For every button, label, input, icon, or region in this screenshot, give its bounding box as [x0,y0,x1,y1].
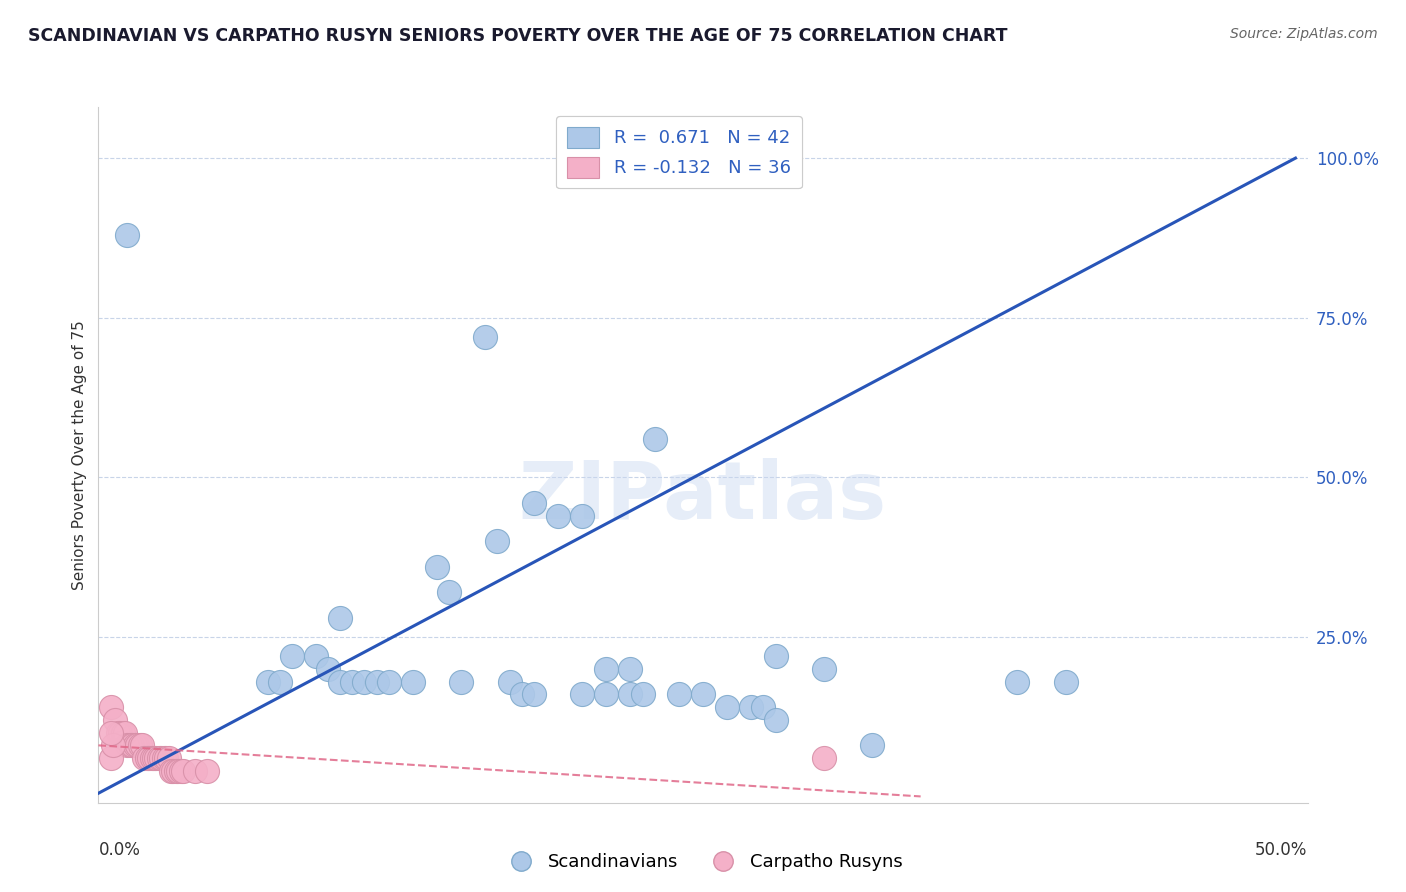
Point [141,751,163,765]
Point [692,687,714,701]
Point [100,725,122,739]
Point [813,751,835,765]
Point [668,687,690,701]
Legend: Scandinavians, Carpatho Rusyns: Scandinavians, Carpatho Rusyns [495,847,911,879]
Point [127,739,149,753]
Text: ZIPatlas: ZIPatlas [519,458,887,536]
Point [121,739,143,753]
Point [138,751,160,765]
Point [134,751,156,765]
Point [366,674,388,689]
Point [765,713,787,727]
Point [148,751,170,765]
Point [342,674,364,689]
Point [450,674,472,689]
Legend: R =  0.671   N = 42, R = -0.132   N = 36: R = 0.671 N = 42, R = -0.132 N = 36 [555,116,801,188]
Text: 0.0%: 0.0% [98,841,141,859]
Point [162,764,184,778]
Point [329,674,352,689]
Point [860,739,883,753]
Point [150,751,173,765]
Point [101,739,124,753]
Point [100,751,122,765]
Point [474,330,496,344]
Point [644,432,666,446]
Point [571,687,593,701]
Point [1007,674,1029,689]
Point [124,739,146,753]
Point [281,648,304,663]
Text: SCANDINAVIAN VS CARPATHO RUSYN SENIORS POVERTY OVER THE AGE OF 75 CORRELATION CH: SCANDINAVIAN VS CARPATHO RUSYN SENIORS P… [28,27,1008,45]
Point [114,725,136,739]
Point [104,713,127,727]
Point [169,764,191,778]
Point [152,751,174,765]
Point [752,700,775,714]
Point [547,508,569,523]
Point [111,725,134,739]
Point [716,700,738,714]
Point [595,687,617,701]
Point [353,674,375,689]
Point [195,764,218,778]
Point [316,662,339,676]
Text: 50.0%: 50.0% [1256,841,1308,859]
Point [135,751,157,765]
Point [145,751,167,765]
Point [437,585,460,599]
Point [329,610,352,624]
Text: Source: ZipAtlas.com: Source: ZipAtlas.com [1230,27,1378,41]
Point [117,739,139,753]
Point [165,764,187,778]
Point [402,674,425,689]
Point [118,739,141,753]
Point [167,764,190,778]
Point [486,534,509,549]
Point [740,700,762,714]
Point [107,725,129,739]
Point [131,739,153,753]
Point [571,508,593,523]
Point [426,559,449,574]
Point [256,674,278,689]
Point [108,725,131,739]
Point [619,662,641,676]
Point [1054,674,1077,689]
Point [619,687,641,701]
Point [100,700,122,714]
Point [631,687,654,701]
Point [498,674,520,689]
Point [157,751,180,765]
Point [523,687,546,701]
Point [184,764,207,778]
Point [160,764,183,778]
Point [510,687,533,701]
Point [305,648,328,663]
Point [117,227,139,242]
Point [128,739,150,753]
Point [269,674,291,689]
Point [813,662,835,676]
Point [143,751,166,765]
Point [377,674,399,689]
Point [595,662,617,676]
Point [172,764,194,778]
Point [155,751,177,765]
Point [523,496,546,510]
Y-axis label: Seniors Poverty Over the Age of 75: Seniors Poverty Over the Age of 75 [72,320,87,590]
Point [765,648,787,663]
